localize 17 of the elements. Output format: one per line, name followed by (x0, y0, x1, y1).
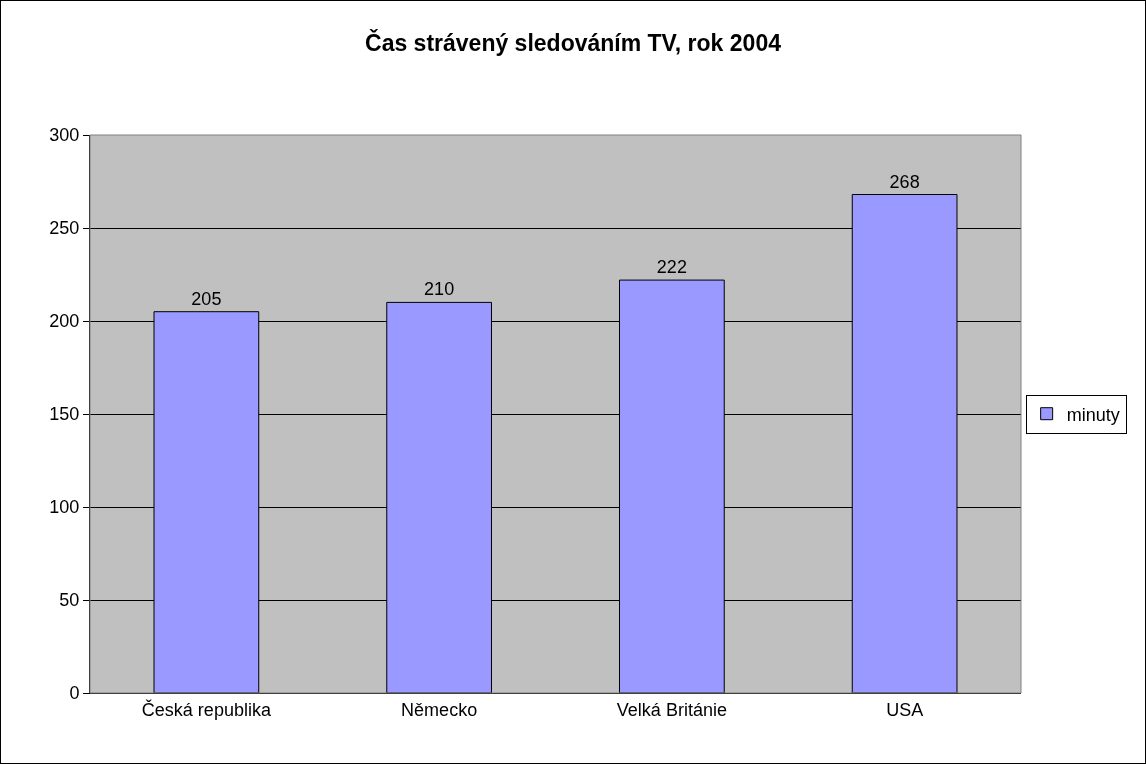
y-tick-label: 300 (49, 125, 80, 146)
x-tick-label: Německo (401, 699, 478, 720)
chart-title: Čas strávený sledováním TV, rok 2004 (365, 29, 782, 57)
legend-label: minuty (1066, 404, 1120, 425)
x-tick-label: Velká Británie (616, 699, 727, 720)
data-label: 268 (889, 171, 920, 192)
data-label: 205 (191, 288, 222, 309)
data-label: 210 (424, 279, 455, 300)
y-tick-label: 200 (49, 311, 80, 332)
y-tick-label: 0 (69, 683, 80, 704)
y-tick-label: 100 (49, 497, 80, 518)
y-tick-label: 150 (49, 404, 80, 425)
y-tick-label: 50 (59, 590, 80, 611)
y-tick-label: 250 (49, 218, 80, 239)
x-tick-label: Česká republika (141, 698, 272, 720)
data-label: 222 (656, 257, 687, 278)
x-tick-label: USA (886, 699, 924, 720)
